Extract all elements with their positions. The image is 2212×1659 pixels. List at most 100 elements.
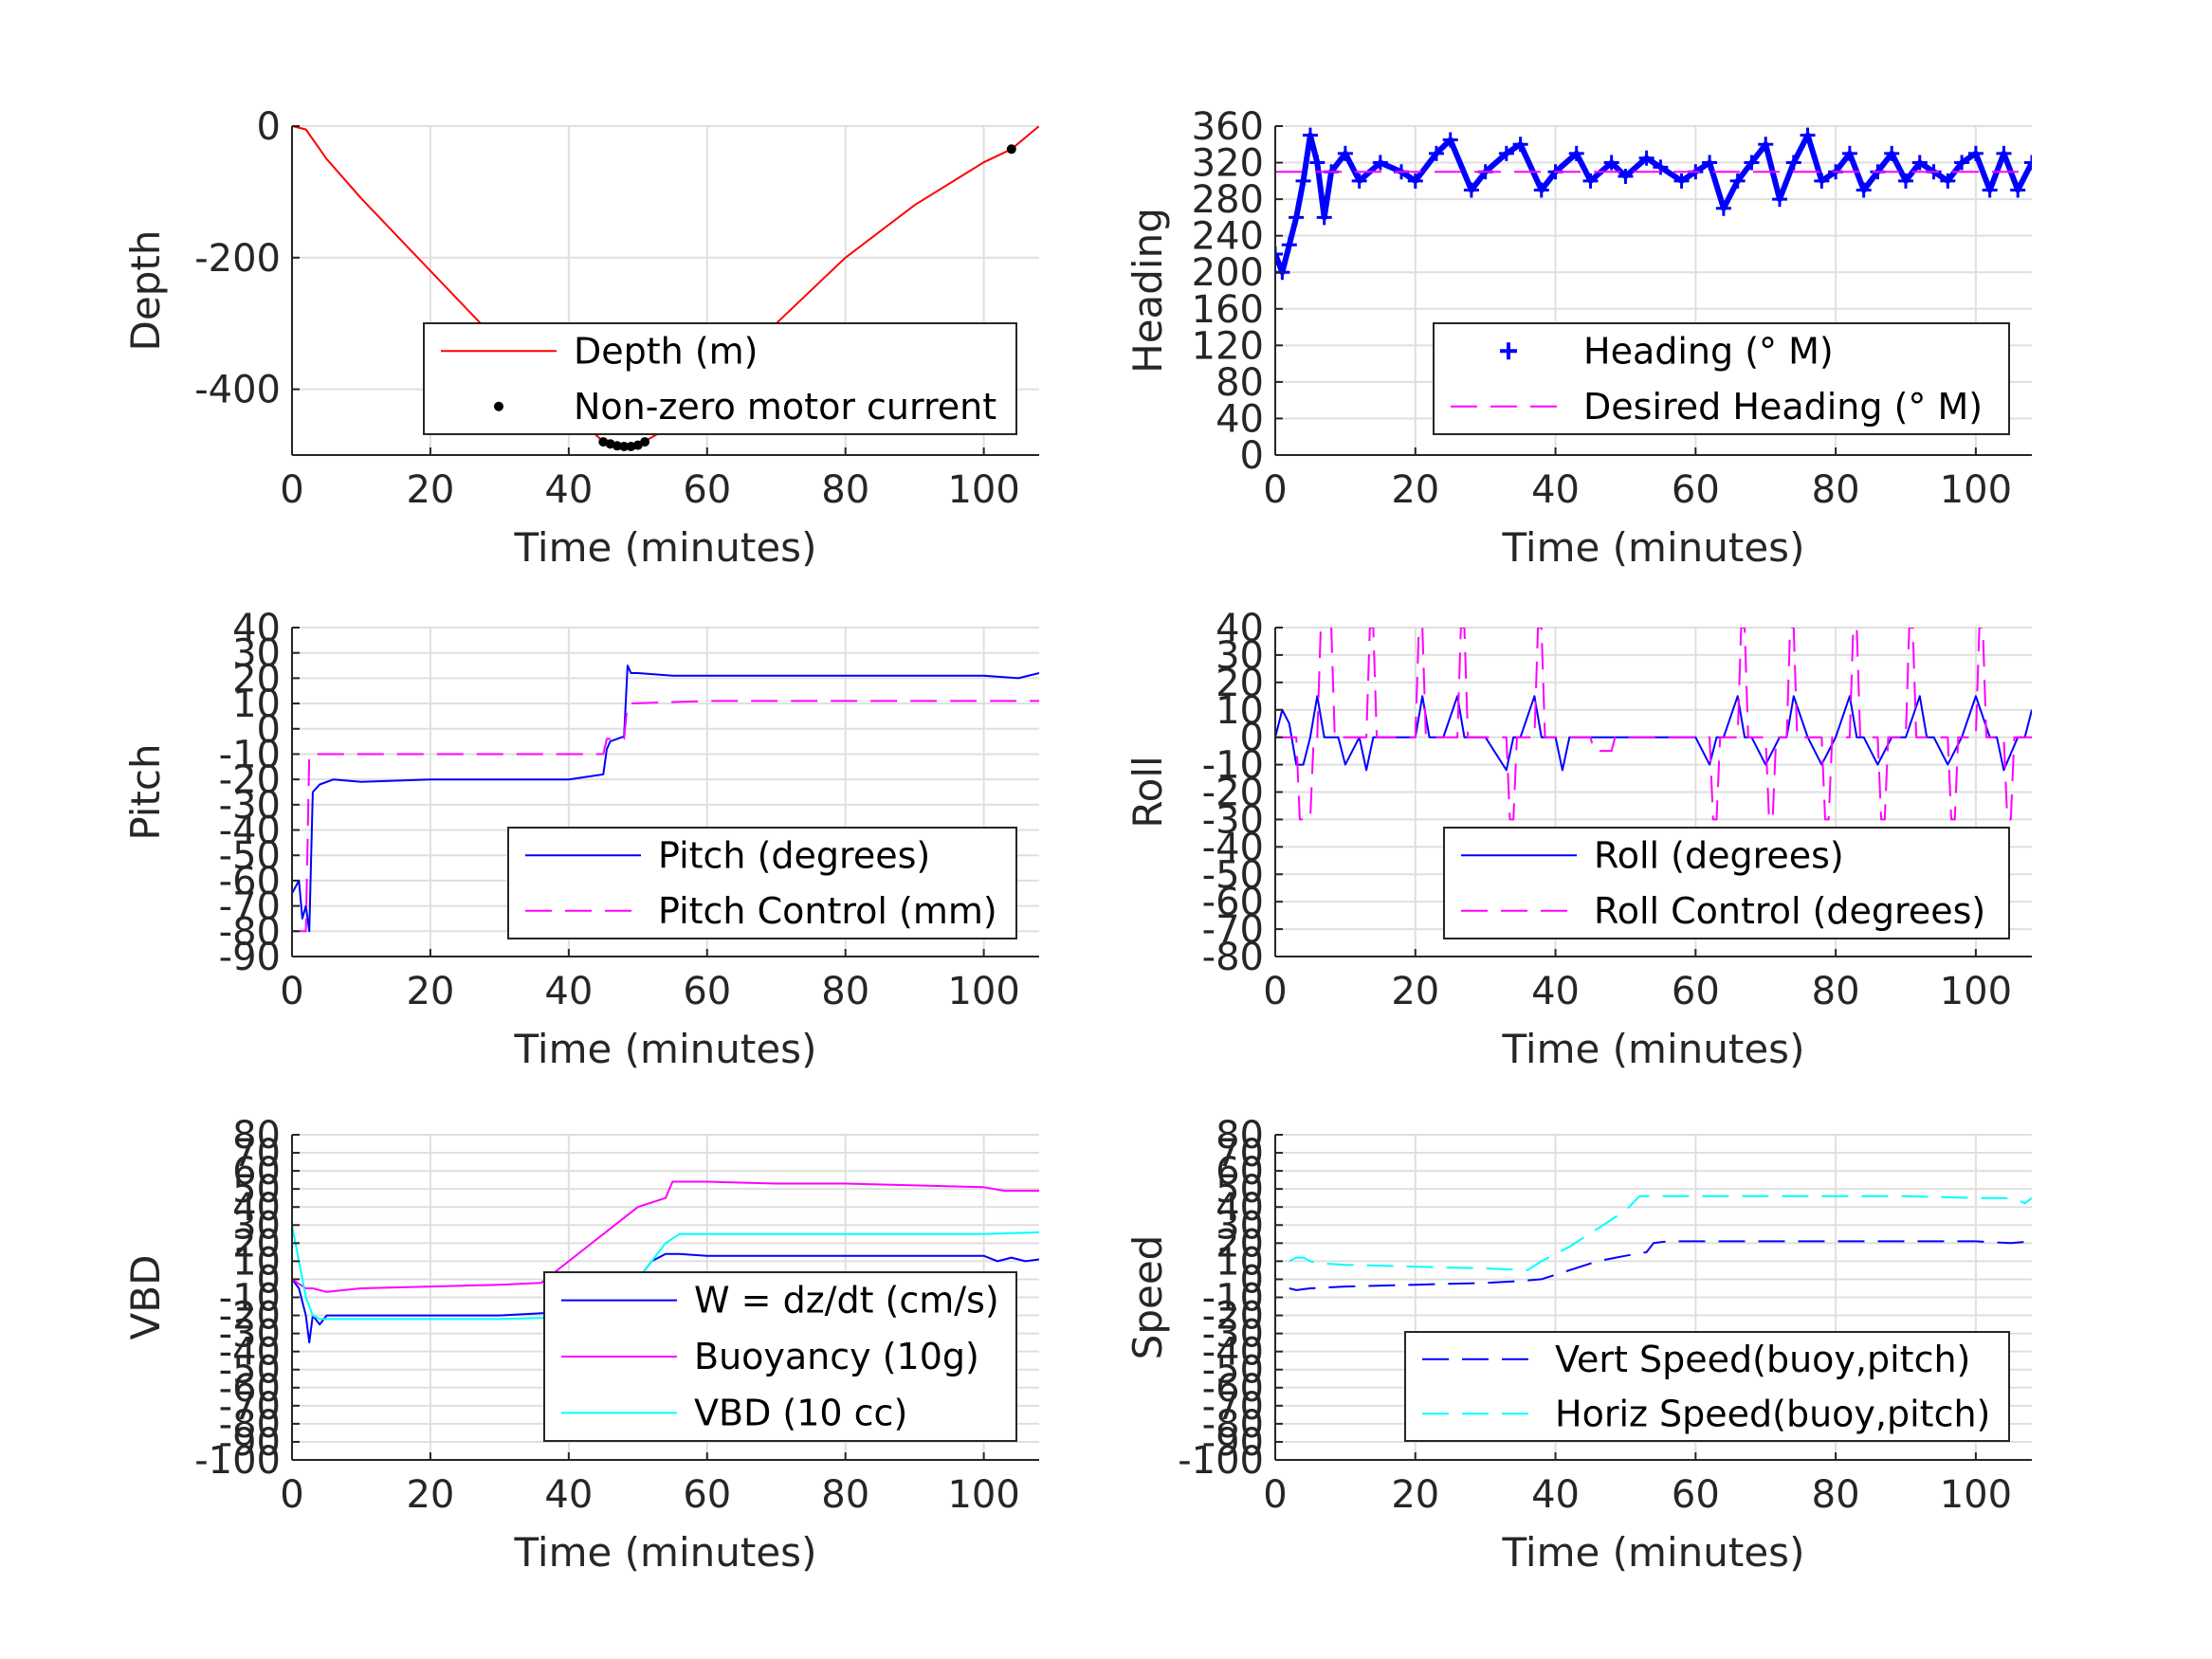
x-tick-label: 40 [1531, 970, 1580, 1013]
y-tick-label: -100 [1178, 1439, 1264, 1483]
legend: Vert Speed(buoy,pitch) Horiz Speed(buoy,p… [1404, 1331, 2010, 1442]
legend-label: Roll (degrees) [1594, 834, 1844, 876]
x-tick-label: 0 [280, 970, 303, 1013]
y-tick-label: 160 [1192, 288, 1264, 332]
series-line-2 [1289, 1194, 2032, 1271]
series-group [1275, 127, 2032, 281]
y-tick-label: -40 [219, 1331, 281, 1375]
y-tick-label: -90 [219, 936, 281, 979]
y-tick-label: 30 [1216, 634, 1264, 678]
data-point [1702, 155, 1718, 171]
y-tick-label: 10 [1216, 689, 1264, 733]
y-tick-label: 20 [1216, 1222, 1264, 1266]
legend-label: Vert Speed(buoy,pitch) [1555, 1339, 1970, 1380]
y-tick-label: 40 [232, 1186, 281, 1230]
legend: Pitch (degrees) Pitch Control (mm) [507, 827, 1017, 939]
y-tick-label: -40 [1202, 826, 1264, 869]
y-tick-label: 0 [257, 105, 281, 149]
y-tick-label: -10 [1202, 1277, 1264, 1321]
y-tick-label: 320 [1192, 142, 1264, 186]
y-tick-label: -400 [194, 369, 281, 412]
y-tick-label: 0 [257, 1258, 281, 1302]
legend-box [423, 322, 1017, 435]
y-tick-label: -60 [219, 860, 281, 903]
x-tick-label: 60 [683, 1473, 731, 1517]
legend: Roll (degrees) Roll Control (degrees) [1443, 827, 2010, 939]
y-tick-label: 70 [232, 1132, 281, 1176]
x-tick-label: 40 [1531, 468, 1580, 512]
data-point [1568, 145, 1584, 161]
data-point [1898, 173, 1913, 189]
y-tick-label: -80 [219, 1403, 281, 1447]
y-tick-label: -90 [1202, 1421, 1264, 1465]
data-point [1785, 155, 1801, 171]
x-tick-label: 20 [406, 970, 454, 1013]
series-line-1 [1289, 1240, 2032, 1291]
legend-label: Roll Control (degrees) [1594, 890, 1985, 932]
legend-swatch [494, 401, 503, 411]
data-point [1954, 155, 1970, 171]
data-point [1758, 137, 1774, 153]
data-point [1800, 127, 1816, 143]
y-tick-label: -70 [219, 885, 281, 929]
x-tick-label: 100 [947, 1473, 1019, 1517]
y-tick-label: -20 [1202, 772, 1264, 815]
data-point [1729, 173, 1746, 189]
y-axis-label: Speed [1124, 1235, 1171, 1360]
y-tick-label: -80 [1202, 1403, 1264, 1447]
x-axis-label: Time (minutes) [514, 1529, 817, 1576]
x-tick-label: 80 [821, 468, 869, 512]
data-point [1428, 145, 1444, 161]
legend-label: Pitch Control (mm) [658, 890, 997, 932]
series-group [1275, 628, 2032, 821]
legend: W = dz/dt (cm/s) Buoyancy (10g) VBD (10 cc… [543, 1271, 1017, 1442]
legend-box [1404, 1331, 2010, 1442]
y-tick-label: -100 [194, 1439, 281, 1483]
y-tick-label: 40 [1216, 1186, 1264, 1230]
y-tick-label: 50 [1216, 1168, 1264, 1212]
legend-label: Heading (° M) [1583, 330, 1834, 372]
data-point [1856, 182, 1872, 198]
y-tick-label: 80 [232, 1114, 281, 1158]
legend-label: Non-zero motor current [574, 386, 996, 428]
x-tick-label: 20 [1391, 970, 1439, 1013]
data-point [1653, 159, 1669, 175]
x-tick-label: 100 [1940, 1473, 2012, 1517]
data-point [1967, 145, 1983, 161]
data-point [1295, 173, 1311, 189]
y-tick-label: -20 [219, 758, 281, 802]
y-tick-label: 30 [232, 1204, 281, 1248]
x-tick-label: 60 [1672, 1473, 1720, 1517]
x-tick-label: 0 [1263, 1473, 1287, 1517]
data-point [1275, 246, 1283, 262]
legend-label: Pitch (degrees) [658, 834, 930, 876]
y-tick-label: 80 [1216, 361, 1264, 405]
y-tick-label: 40 [1216, 397, 1264, 441]
y-tick-label: -90 [219, 1421, 281, 1465]
x-tick-label: 40 [544, 1473, 593, 1517]
y-axis-label: VBD [122, 1255, 169, 1340]
data-point [1372, 155, 1388, 171]
legend-label: Buoyancy (10g) [694, 1336, 979, 1377]
x-axis-label: Time (minutes) [1502, 1529, 1805, 1576]
data-point [640, 437, 650, 447]
data-point [1302, 127, 1318, 143]
legend-label: Horiz Speed(buoy,pitch) [1555, 1393, 1990, 1434]
series-line-2 [292, 700, 1039, 933]
x-tick-label: 100 [947, 970, 1019, 1013]
x-tick-label: 0 [280, 1473, 303, 1517]
data-point [1006, 144, 1016, 155]
y-tick-label: 0 [257, 708, 281, 752]
x-axis-label: Time (minutes) [514, 524, 817, 571]
y-tick-label: 0 [1240, 434, 1264, 478]
y-tick-label: 0 [1240, 1258, 1264, 1302]
series-group [1289, 1194, 2032, 1291]
data-point [1673, 173, 1690, 189]
y-tick-label: -50 [1202, 853, 1264, 897]
y-tick-label: 20 [1216, 662, 1264, 705]
x-tick-label: 80 [821, 1473, 869, 1517]
y-tick-label: -60 [1202, 1367, 1264, 1411]
subplot-2: 0 20 40 60 80 10004080120160200240280320360Ti… [1124, 105, 2032, 571]
y-tick-label: -50 [1202, 1349, 1264, 1393]
x-tick-label: 60 [683, 468, 731, 512]
